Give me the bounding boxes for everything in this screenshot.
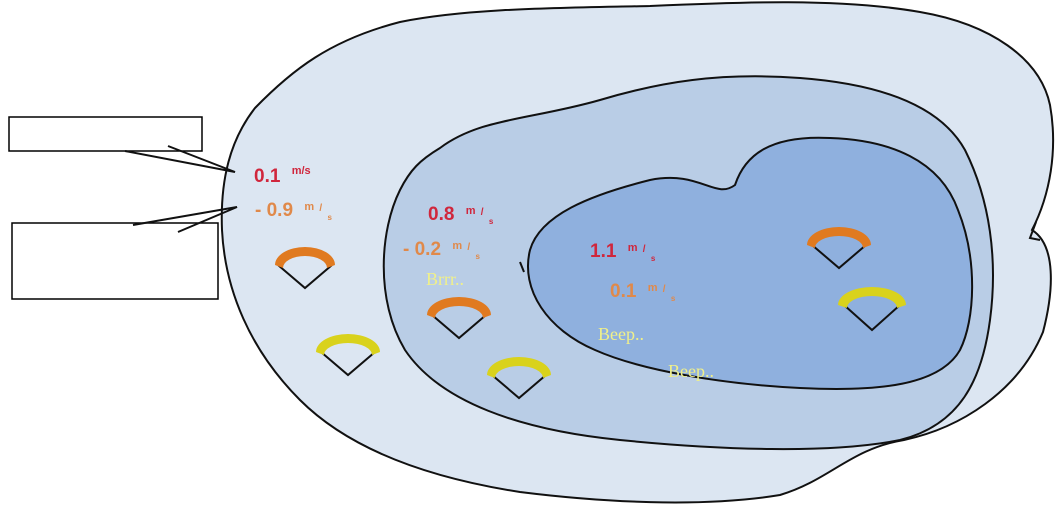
middle-speed-label: 0.8 m / s (428, 198, 494, 226)
middle-sound-label: Brrr.. (426, 269, 464, 289)
sensor-outer-yellow (316, 334, 380, 377)
middle-offset-value: - 0.2 (403, 239, 441, 260)
inner-offset-unit-num: m (648, 282, 658, 294)
outer-speed-unit: m/s (292, 165, 311, 177)
sensor-cone-icon (843, 304, 901, 332)
inner-sound-label-2: Beep.. (668, 361, 714, 381)
sensor-cone-icon (491, 374, 547, 400)
callout-box-bottom (11, 222, 219, 300)
callout-box-top (8, 116, 203, 152)
middle-speed-unit-num: m (466, 205, 476, 217)
sensor-inner-yellow (838, 287, 906, 332)
middle-speed-unit-den: s (489, 217, 494, 226)
edge-tick (1028, 221, 1041, 241)
inner-offset-label: 0.1 m / s (610, 275, 676, 303)
outer-speed-label: 0.1 m/s (254, 165, 311, 187)
inner-speed-unit-num: m (628, 242, 638, 254)
sensor-middle-orange (427, 297, 491, 340)
sensor-cone-icon (277, 264, 333, 290)
sensor-arc-orange-icon (807, 227, 871, 248)
outer-speed-value: 0.1 (254, 166, 281, 187)
sensor-cone-icon (320, 351, 376, 377)
sensor-arc-yellow-icon (316, 334, 380, 355)
outer-offset-label: - 0.9 m / s (255, 194, 332, 222)
callout-leader-bottom (132, 206, 238, 233)
sensor-arc-orange-icon (275, 247, 335, 268)
inner-offset-value: 0.1 (610, 281, 637, 302)
middle-speed-value: 0.8 (428, 204, 454, 225)
inner-speed-value: 1.1 (590, 241, 617, 262)
outer-offset-unit-num: m (304, 201, 314, 213)
middle-notch (519, 261, 525, 273)
sensor-cone-icon (431, 314, 487, 340)
sensor-cone-icon (811, 244, 867, 270)
callout-leader-top (124, 145, 236, 173)
middle-offset-label: - 0.2 m / s (403, 233, 480, 261)
middle-offset-unit-den: s (475, 252, 480, 261)
inner-sound-label-1: Beep.. (598, 324, 644, 344)
sensor-middle-yellow (487, 357, 551, 400)
outer-offset-unit-den: s (327, 213, 332, 222)
inner-speed-label: 1.1 m / s (590, 235, 656, 263)
sensor-arc-yellow-icon (487, 357, 551, 378)
inner-offset-unit-den: s (671, 294, 676, 303)
sensor-arc-orange-icon (427, 297, 491, 318)
middle-offset-unit-num: m (452, 240, 462, 252)
sensor-arc-yellow-icon (838, 287, 906, 308)
sensor-outer-orange (275, 247, 335, 290)
inner-zone (527, 136, 974, 390)
sensor-inner-orange (807, 227, 871, 270)
inner-speed-unit-den: s (651, 254, 656, 263)
outer-offset-value: - 0.9 (255, 200, 293, 221)
